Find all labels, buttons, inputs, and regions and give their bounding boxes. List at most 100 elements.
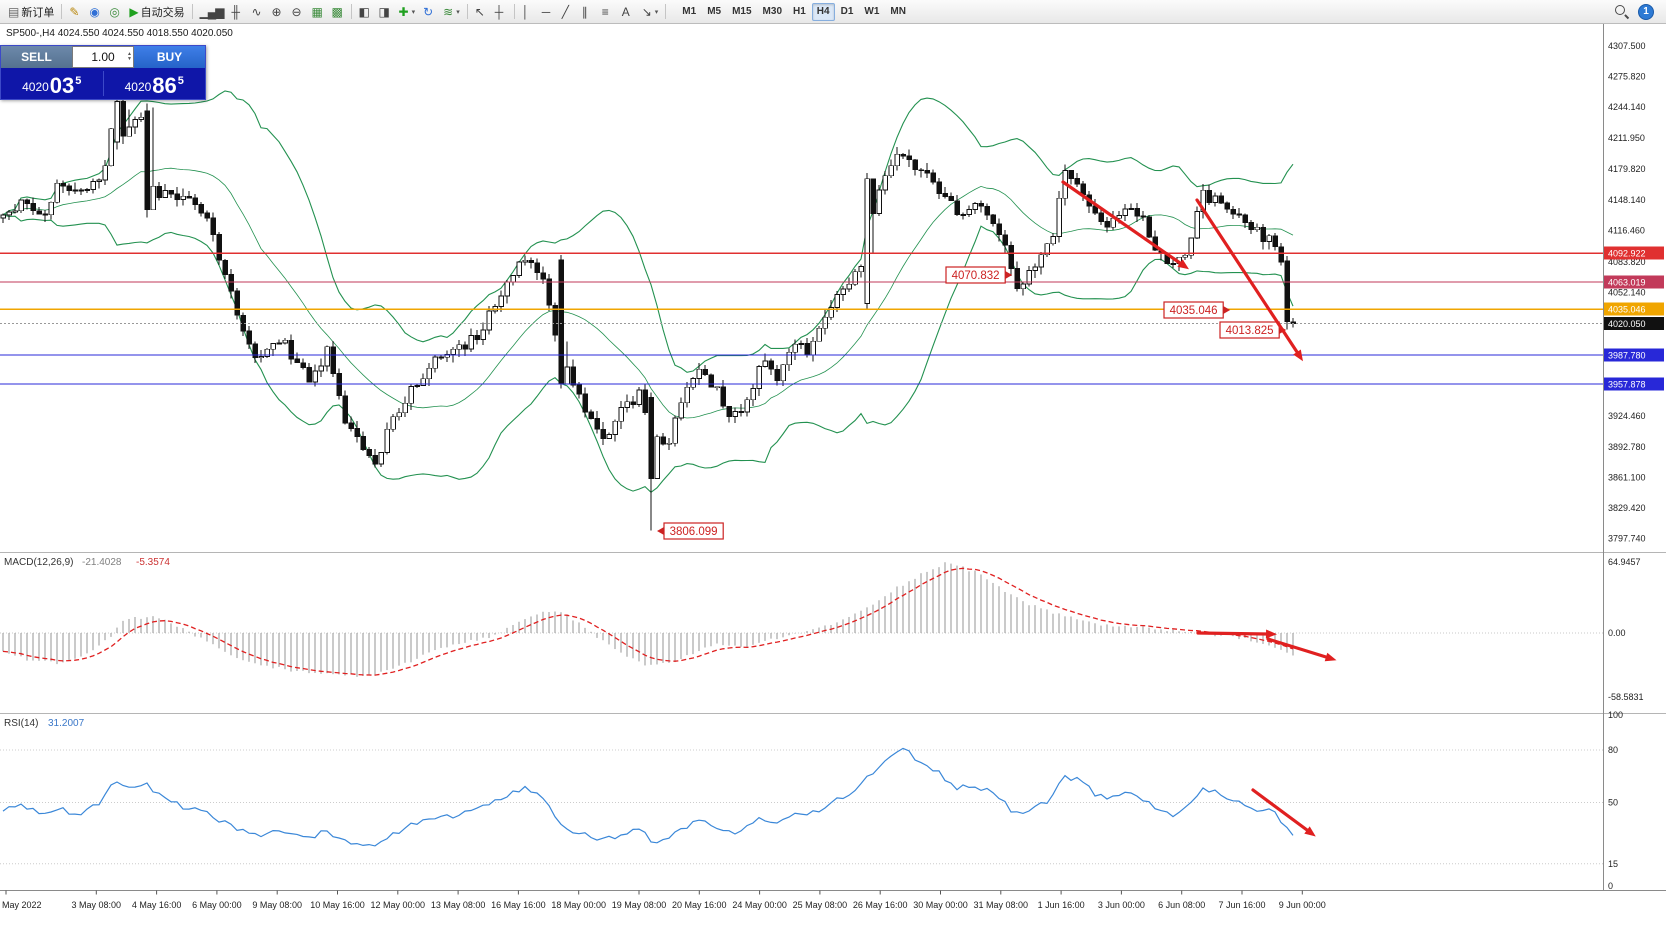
timeframe-w1[interactable]: W1 xyxy=(859,3,884,21)
horizontal-line-button[interactable]: ─ xyxy=(538,2,558,22)
volume-stepper[interactable]: 1.00 ▲ ▼ xyxy=(72,46,134,68)
svg-text:50: 50 xyxy=(1608,798,1618,808)
svg-text:9 May 08:00: 9 May 08:00 xyxy=(252,900,302,910)
hline-icon: ─ xyxy=(541,4,550,19)
svg-text:3892.780: 3892.780 xyxy=(1608,442,1646,452)
fibo-icon: ≡ xyxy=(601,4,609,19)
new-chart-button[interactable]: ✚ ▾ xyxy=(395,2,420,22)
svg-text:4 May 16:00: 4 May 16:00 xyxy=(132,900,182,910)
spin-up-icon[interactable]: ▲ xyxy=(127,51,132,57)
chart-shift-button[interactable]: ◨ xyxy=(375,2,395,22)
text-label-button[interactable]: A xyxy=(618,2,638,22)
svg-text:15: 15 xyxy=(1608,859,1618,869)
svg-text:-58.5831: -58.5831 xyxy=(1608,692,1644,702)
svg-text:4035.046: 4035.046 xyxy=(1608,305,1646,315)
zoom-out-button[interactable]: ⊖ xyxy=(288,2,308,22)
bid-big-digits: 03 xyxy=(49,73,75,99)
crosshair-button[interactable]: ┼ xyxy=(491,2,511,22)
svg-text:16 May 16:00: 16 May 16:00 xyxy=(491,900,546,910)
svg-text:19 May 08:00: 19 May 08:00 xyxy=(612,900,667,910)
svg-text:4063.019: 4063.019 xyxy=(1608,278,1646,288)
tile-windows-button[interactable]: ▦ xyxy=(308,2,328,22)
zoomin-icon: ⊕ xyxy=(271,4,282,19)
channel-button[interactable]: ∥ xyxy=(578,2,598,22)
svg-text:18 May 00:00: 18 May 00:00 xyxy=(551,900,606,910)
svg-text:6 Jun 08:00: 6 Jun 08:00 xyxy=(1158,900,1205,910)
support-button[interactable]: ◎ xyxy=(105,2,125,22)
chart-canvas[interactable]: MACD(12,26,9) -21.4028 -5.3574 RSI(14) 31.20… xyxy=(0,24,1666,943)
timeframe-h1[interactable]: H1 xyxy=(788,3,811,21)
svg-text:3987.780: 3987.780 xyxy=(1608,350,1646,360)
svg-text:4052.140: 4052.140 xyxy=(1608,288,1646,298)
refresh-button[interactable]: ↻ xyxy=(419,2,439,22)
linechart-icon: ∿ xyxy=(251,4,262,19)
win1-icon: ◧ xyxy=(358,4,370,19)
channel-icon: ∥ xyxy=(581,4,588,19)
win2-icon: ◨ xyxy=(378,4,390,19)
bar-chart-button[interactable]: ▁▄▆ xyxy=(196,2,228,22)
trend-arrows xyxy=(1061,180,1337,837)
vertical-line-button[interactable]: │ xyxy=(518,2,538,22)
spin-down-icon[interactable]: ▼ xyxy=(127,56,132,62)
cascade-windows-button[interactable]: ▩ xyxy=(328,2,348,22)
grid-icon: ▦ xyxy=(311,4,323,19)
new-order-button[interactable]: ▤ 新订单 xyxy=(4,2,58,22)
cursor-button[interactable]: ↖ xyxy=(471,2,491,22)
price-axis: 4307.500 4275.820 4244.140 4211.950 4179.820… xyxy=(0,24,1666,891)
svg-text:4116.460: 4116.460 xyxy=(1608,225,1645,235)
community-button[interactable]: ◉ xyxy=(85,2,105,22)
zoom-in-button[interactable]: ⊕ xyxy=(268,2,288,22)
svg-text:80: 80 xyxy=(1608,745,1618,755)
timeframe-m15[interactable]: M15 xyxy=(727,3,756,21)
dropdown-arrow-icon: ▾ xyxy=(456,8,460,16)
svg-text:3829.420: 3829.420 xyxy=(1608,503,1646,513)
fibonacci-button[interactable]: ≡ xyxy=(598,2,618,22)
toolbar-separator xyxy=(350,4,352,19)
timeframe-mn[interactable]: MN xyxy=(885,3,911,21)
time-axis: May 2022 3 May 08:00 4 May 16:00 6 May 00:0… xyxy=(2,890,1326,910)
svg-text:6 May 00:00: 6 May 00:00 xyxy=(192,900,242,910)
svg-text:4211.950: 4211.950 xyxy=(1608,133,1645,143)
svg-text:3797.740: 3797.740 xyxy=(1608,534,1646,544)
rsi-panel: RSI(14) 31.2007 xyxy=(0,718,1603,865)
indicators-button[interactable]: ≋ ▾ xyxy=(439,2,464,22)
sell-button[interactable]: SELL xyxy=(1,46,72,68)
dropdown-arrow-icon: ▾ xyxy=(411,8,416,16)
svg-text:3957.878: 3957.878 xyxy=(1608,379,1646,389)
buy-button[interactable]: BUY xyxy=(134,46,205,68)
horizontal-levels xyxy=(0,252,1603,385)
svg-text:20 May 16:00: 20 May 16:00 xyxy=(672,900,727,910)
autotrading-button[interactable]: ▶ 自动交易 xyxy=(125,2,188,22)
svg-text:4179.820: 4179.820 xyxy=(1608,164,1646,174)
svg-text:1 Jun 16:00: 1 Jun 16:00 xyxy=(1038,900,1085,910)
toolbar-separator xyxy=(466,4,468,19)
order-controls-row: SELL 1.00 ▲ ▼ BUY xyxy=(1,46,205,68)
svg-text:3861.100: 3861.100 xyxy=(1608,472,1646,482)
text-icon: A xyxy=(621,4,630,19)
svg-text:12 May 00:00: 12 May 00:00 xyxy=(371,900,426,910)
timeframe-m30[interactable]: M30 xyxy=(758,3,787,21)
svg-text:3806.099: 3806.099 xyxy=(670,526,718,538)
svg-text:4020.050: 4020.050 xyxy=(1608,319,1646,329)
timeframe-group: M1 M5 M15 M30 H1 H4 D1 W1 MN xyxy=(677,2,911,21)
timeframe-m1[interactable]: M1 xyxy=(677,3,701,21)
timeframe-d1[interactable]: D1 xyxy=(836,3,859,21)
crosshair-icon: ┼ xyxy=(494,4,503,19)
search-button[interactable] xyxy=(1613,3,1631,21)
candlestick-chart-button[interactable]: ╫ xyxy=(228,2,248,22)
volume-spin-buttons[interactable]: ▲ ▼ xyxy=(127,48,132,66)
timeframe-h4[interactable]: H4 xyxy=(811,2,835,21)
trend-icon: ╱ xyxy=(561,4,569,19)
svg-text:0: 0 xyxy=(1608,881,1613,891)
arrows-button[interactable]: ↘ ▾ xyxy=(638,2,663,22)
svg-text:10 May 16:00: 10 May 16:00 xyxy=(310,900,365,910)
svg-text:30 May 00:00: 30 May 00:00 xyxy=(913,900,968,910)
auto-scroll-button[interactable]: ◧ xyxy=(355,2,375,22)
timeframe-m5[interactable]: M5 xyxy=(702,3,726,21)
line-chart-button[interactable]: ∿ xyxy=(248,2,268,22)
candlestick-series xyxy=(0,89,1296,531)
styles-button[interactable]: ✎ xyxy=(65,2,85,22)
notifications-badge[interactable]: 1 xyxy=(1638,3,1654,20)
trendline-button[interactable]: ╱ xyxy=(558,2,578,22)
ask-sup-digit: 5 xyxy=(177,75,184,87)
